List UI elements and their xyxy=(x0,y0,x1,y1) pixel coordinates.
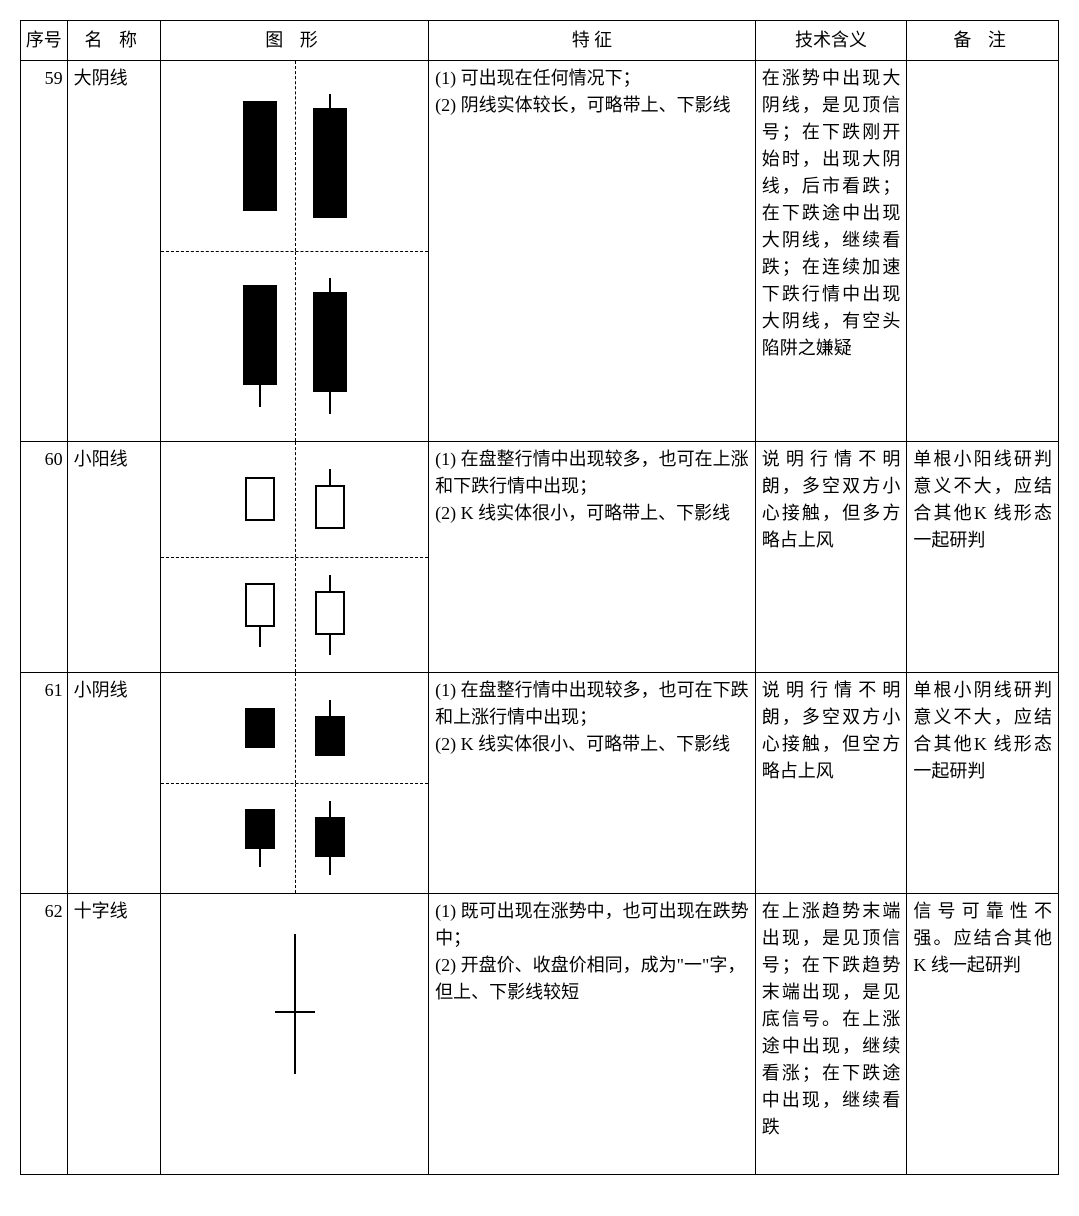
figure-row xyxy=(161,783,428,894)
lower-wick xyxy=(259,849,261,867)
cell-tech: 在上涨趋势末端出现，是见顶信号；在下跌趋势末端出现，是见底信号。在上涨途中出现，… xyxy=(755,894,907,1175)
lower-wick xyxy=(259,627,261,647)
lower-wick xyxy=(329,635,331,655)
col-note: 备 注 xyxy=(907,21,1059,61)
cell-note: 单根小阳线研判意义不大，应结合其他K 线形态一起研判 xyxy=(907,442,1059,673)
col-num: 序号 xyxy=(21,21,68,61)
candlestick-icon xyxy=(310,700,350,756)
figure-row xyxy=(161,442,428,557)
candle-body xyxy=(315,817,345,857)
cell-figure xyxy=(160,673,428,894)
cell-figure xyxy=(160,894,428,1175)
cell-note xyxy=(907,61,1059,442)
figure-row xyxy=(161,251,428,442)
candlestick-icon xyxy=(310,469,350,529)
divider-vertical xyxy=(295,252,296,442)
col-feature: 特 征 xyxy=(429,21,756,61)
cell-figure xyxy=(160,442,428,673)
candle-body xyxy=(243,285,277,385)
divider-vertical xyxy=(295,558,296,673)
doji-cross-icon xyxy=(265,934,325,1074)
cell-name: 小阳线 xyxy=(67,442,160,673)
figure-row xyxy=(161,557,428,673)
cell-figure xyxy=(160,61,428,442)
candlestick-icon xyxy=(240,285,280,407)
kline-table: 序号 名 称 图 形 特 征 技术含义 备 注 59大阴线 (1) 可出现在任何情… xyxy=(20,20,1059,1175)
cell-feature: (1) 可出现在任何情况下； (2) 阴线实体较长，可略带上、下影线 xyxy=(429,61,756,442)
candle-body xyxy=(245,708,275,748)
cell-name: 大阴线 xyxy=(67,61,160,442)
divider-vertical xyxy=(295,784,296,894)
candle-body xyxy=(243,101,277,211)
cell-name: 十字线 xyxy=(67,894,160,1175)
upper-wick xyxy=(329,94,331,108)
table-row: 62十字线 (1) 既可出现在涨势中，也可出现在跌势中； (2) 开盘价、收盘价相… xyxy=(21,894,1059,1175)
figure xyxy=(161,442,428,672)
candlestick-icon xyxy=(240,708,280,748)
cell-note: 单根小阴线研判意义不大，应结合其他K 线形态一起研判 xyxy=(907,673,1059,894)
cell-feature: (1) 既可出现在涨势中，也可出现在跌势中； (2) 开盘价、收盘价相同，成为"… xyxy=(429,894,756,1175)
cell-num: 60 xyxy=(21,442,68,673)
header-row: 序号 名 称 图 形 特 征 技术含义 备 注 xyxy=(21,21,1059,61)
candlestick-icon xyxy=(240,583,280,647)
col-name: 名 称 xyxy=(67,21,160,61)
cell-name: 小阴线 xyxy=(67,673,160,894)
candle-body xyxy=(315,716,345,756)
cell-num: 59 xyxy=(21,61,68,442)
cell-feature: (1) 在盘整行情中出现较多，也可在下跌和上涨行情中出现； (2) K 线实体很… xyxy=(429,673,756,894)
candle-body xyxy=(245,477,275,521)
cell-feature: (1) 在盘整行情中出现较多，也可在上涨和下跌行情中出现； (2) K 线实体很… xyxy=(429,442,756,673)
figure xyxy=(161,61,428,441)
candlestick-icon xyxy=(310,278,350,414)
upper-wick xyxy=(329,700,331,716)
table-row: 60小阳线 (1) 在盘整行情中出现较多，也可在上涨和下跌行情中出现； (2) K… xyxy=(21,442,1059,673)
candle-body xyxy=(313,292,347,392)
divider-vertical xyxy=(295,442,296,557)
upper-wick xyxy=(329,469,331,485)
divider-vertical xyxy=(295,61,296,251)
col-tech: 技术含义 xyxy=(755,21,907,61)
candlestick-icon xyxy=(310,575,350,655)
candlestick-icon xyxy=(240,477,280,521)
col-figure: 图 形 xyxy=(160,21,428,61)
candle-body xyxy=(245,583,275,627)
cell-tech: 说明行情不明朗，多空双方小心接触，但空方略占上风 xyxy=(755,673,907,894)
upper-wick xyxy=(329,278,331,292)
page: 序号 名 称 图 形 特 征 技术含义 备 注 59大阴线 (1) 可出现在任何情… xyxy=(20,20,1059,1175)
doji-figure xyxy=(161,894,428,1114)
cell-num: 62 xyxy=(21,894,68,1175)
cell-tech: 在涨势中出现大阴线，是见顶信号；在下跌刚开始时，出现大阴线，后市看跌；在下跌途中… xyxy=(755,61,907,442)
candle-body xyxy=(313,108,347,218)
candlestick-icon xyxy=(240,809,280,867)
figure-row xyxy=(161,673,428,783)
figure-row xyxy=(161,61,428,251)
lower-wick xyxy=(329,857,331,875)
divider-vertical xyxy=(295,673,296,783)
candle-body xyxy=(315,591,345,635)
table-row: 59大阴线 (1) 可出现在任何情况下； (2) 阴线实体较长，可略带上、下影线在… xyxy=(21,61,1059,442)
candlestick-icon xyxy=(310,801,350,875)
candlestick-icon xyxy=(310,94,350,218)
candle-body xyxy=(245,809,275,849)
cell-num: 61 xyxy=(21,673,68,894)
upper-wick xyxy=(329,575,331,591)
candlestick-icon xyxy=(240,101,280,211)
figure xyxy=(161,673,428,893)
upper-wick xyxy=(329,801,331,817)
lower-wick xyxy=(329,392,331,414)
figure xyxy=(161,894,428,1174)
lower-wick xyxy=(259,385,261,407)
candle-body xyxy=(315,485,345,529)
table-row: 61小阴线 (1) 在盘整行情中出现较多，也可在下跌和上涨行情中出现； (2) K… xyxy=(21,673,1059,894)
cell-tech: 说明行情不明朗，多空双方小心接触，但多方略占上风 xyxy=(755,442,907,673)
cell-note: 信号可靠性不强。应结合其他K 线一起研判 xyxy=(907,894,1059,1175)
